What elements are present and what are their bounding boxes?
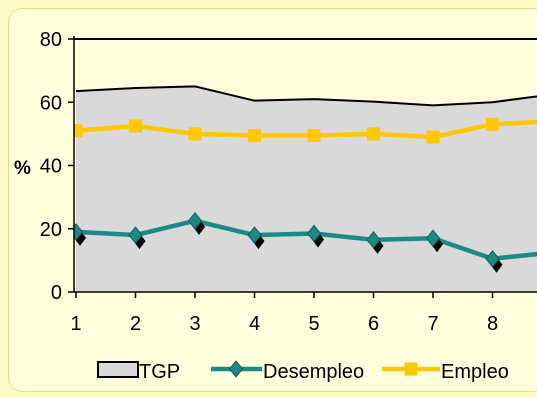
desempleo-point (425, 229, 441, 248)
legend-marker-desempleo (228, 360, 244, 378)
y-tick-label: 40 (40, 156, 62, 178)
empleo-point (248, 128, 261, 142)
empleo-point (426, 130, 440, 144)
legend: TGP Desempleo Empleo (97, 360, 509, 383)
y-tick-label: 80 (40, 29, 62, 51)
tgp-area (76, 86, 537, 292)
legend-swatch-tgp (97, 361, 139, 378)
empleo-point (74, 124, 83, 138)
x-tick-label: 8 (487, 313, 498, 335)
empleo-point (188, 127, 202, 141)
y-tick-label: 60 (40, 92, 62, 114)
desempleo-point (187, 212, 203, 230)
desempleo-point (306, 224, 322, 243)
desempleo-point (74, 223, 84, 241)
legend-marker-empleo (404, 362, 418, 376)
empleo-point (486, 117, 499, 131)
empleo-point (367, 127, 380, 141)
desempleo-point (485, 250, 500, 268)
y-axis-label: % (14, 158, 31, 179)
plot-area (74, 38, 537, 292)
x-tick-label: 6 (368, 313, 379, 335)
desempleo-point (247, 226, 262, 244)
axes: 0 20 40 60 80 1 2 3 4 5 6 7 8 (40, 29, 537, 335)
legend-label-empleo: Empleo (441, 361, 509, 383)
empleo-point (129, 119, 142, 133)
x-tick-label: 7 (427, 313, 438, 335)
legend-label-tgp: TGP (139, 361, 180, 383)
x-tick-label: 3 (189, 313, 200, 335)
legend-label-desempleo: Desempleo (263, 361, 364, 383)
x-tick-label: 2 (130, 313, 141, 335)
x-tick-label: 4 (249, 313, 260, 335)
y-tick-label: 20 (40, 219, 62, 241)
tgp-line (75, 85, 537, 107)
x-tick-label: 1 (70, 313, 81, 335)
y-tick-label: 0 (51, 282, 62, 304)
empleo-point (307, 128, 321, 142)
desempleo-point (128, 226, 143, 244)
desempleo-point (366, 231, 381, 249)
x-tick-label: 5 (308, 313, 319, 335)
